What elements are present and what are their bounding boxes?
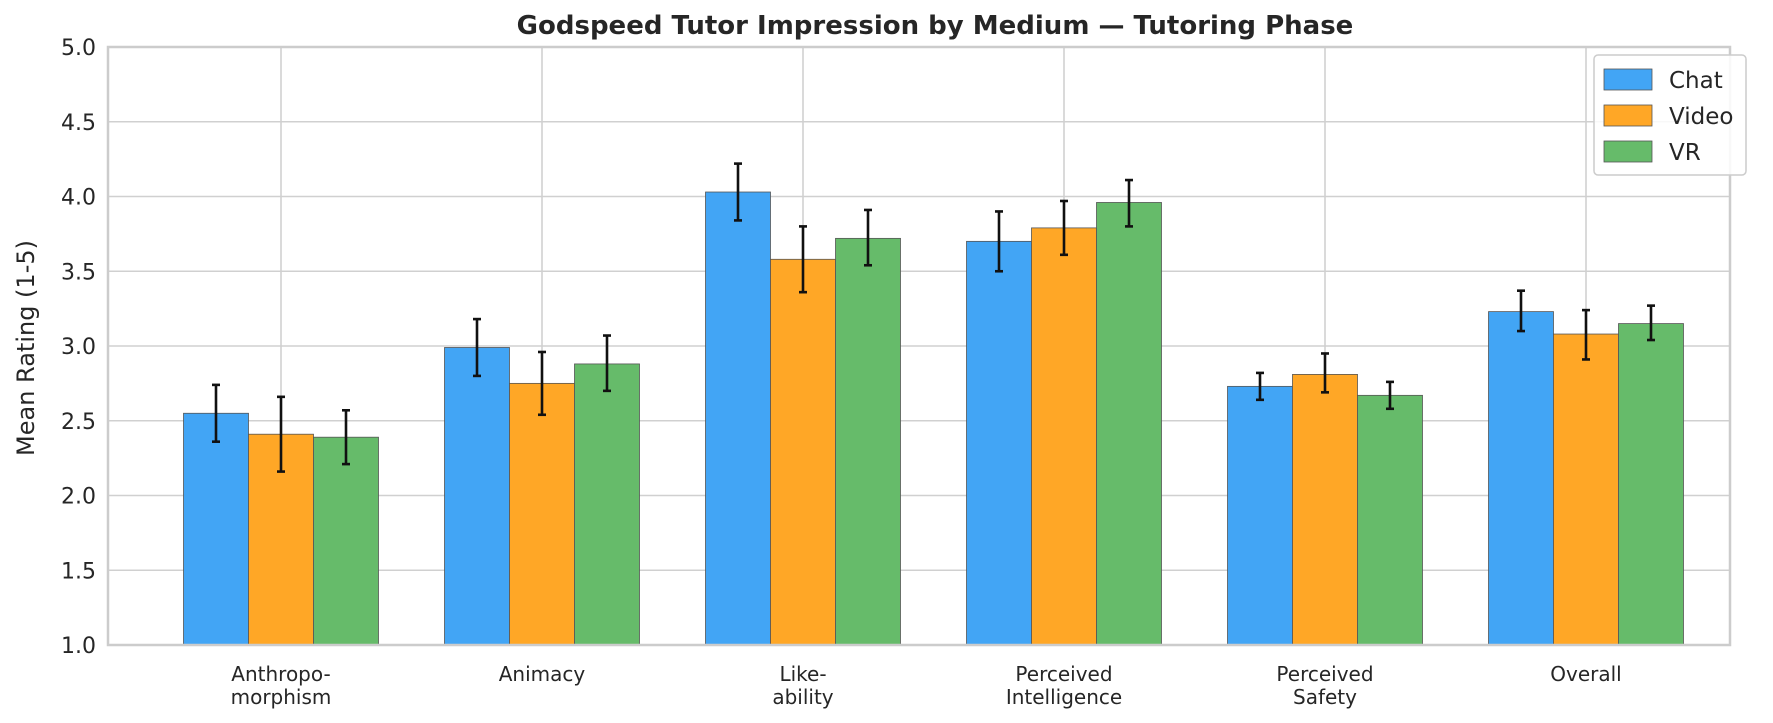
x-tick-label: Intelligence [1006,685,1122,709]
legend-label-vr: VR [1669,140,1701,166]
chart-title: Godspeed Tutor Impression by Medium — Tu… [517,11,1354,41]
error-bars [212,162,1655,473]
x-tick-label: ability [772,685,833,709]
legend-swatch-vr [1603,140,1653,163]
y-tick-label: 3.5 [61,260,96,285]
legend-swatch-video [1603,104,1653,127]
bar-vr [1618,323,1684,646]
plot-frame [106,45,1732,647]
bar-chat [1227,385,1293,646]
x-tick-labels: Anthropo-morphism Animacy Like-ability Perc… [231,662,1622,709]
y-tick-label: 3.0 [61,335,96,360]
y-axis-label: Mean Rating (1-5) [12,240,40,456]
bar-chat [705,191,771,646]
x-tick-label: morphism [231,685,332,709]
y-tick-label: 4.0 [61,186,96,211]
x-tick-label: Overall [1550,662,1621,686]
bar-video [1292,374,1358,646]
x-tick-label: Perceived [1276,662,1373,686]
legend-swatch-chat [1603,68,1653,91]
bar-video [1553,333,1619,646]
bar-video [1031,227,1097,646]
bar-vr [313,436,379,646]
y-tick-label: 2.5 [61,410,96,435]
bars [183,191,1684,646]
y-tick-label: 2.0 [61,485,96,510]
y-tick-label: 1.0 [61,634,96,659]
y-tick-label: 4.5 [61,111,96,136]
bar-vr [1096,202,1162,646]
legend: Chat Video VR [1593,54,1747,176]
legend-label-video: Video [1669,104,1733,130]
bar-chat [444,347,510,646]
bar-chat [183,412,249,646]
y-tick-label: 1.5 [61,559,96,584]
legend-label-chat: Chat [1669,68,1723,94]
bar-vr [835,237,901,646]
y-tick-labels: 1.0 1.5 2.0 2.5 3.0 3.5 4.0 4.5 5.0 [61,36,96,659]
y-tick-label: 5.0 [61,36,96,61]
bar-chat [1488,311,1554,646]
x-tick-label: Anthropo- [231,662,330,686]
x-tick-label: Safety [1293,685,1357,709]
bar-video [770,258,836,646]
x-tick-label: Like- [779,662,826,686]
bar-video [509,382,575,646]
bar-vr [574,363,640,646]
x-tick-label: Animacy [499,662,586,686]
bar-chat [966,240,1032,646]
x-tick-label: Perceived [1015,662,1112,686]
bar-vr [1357,394,1423,646]
